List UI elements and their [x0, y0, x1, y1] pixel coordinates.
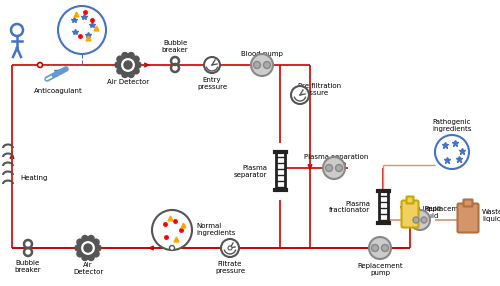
Circle shape: [410, 210, 430, 230]
Circle shape: [254, 61, 260, 69]
FancyBboxPatch shape: [378, 191, 388, 223]
Circle shape: [170, 245, 174, 251]
Circle shape: [93, 239, 99, 245]
FancyBboxPatch shape: [402, 200, 418, 227]
Text: Replacement
pump: Replacement pump: [357, 263, 403, 276]
Circle shape: [95, 245, 101, 251]
Text: Entry
pressure: Entry pressure: [197, 77, 227, 90]
Circle shape: [133, 68, 139, 74]
Circle shape: [413, 217, 419, 223]
Text: Air
Detector: Air Detector: [73, 262, 103, 275]
Circle shape: [221, 239, 239, 257]
Text: Replacement
fluid: Replacement fluid: [424, 206, 470, 219]
Circle shape: [82, 255, 88, 261]
Circle shape: [382, 245, 388, 251]
Text: Plasma
separator: Plasma separator: [234, 164, 267, 178]
Circle shape: [80, 240, 96, 256]
Circle shape: [135, 62, 141, 68]
Circle shape: [58, 6, 106, 54]
Text: Pre filtration
pressure: Pre filtration pressure: [298, 83, 341, 96]
Circle shape: [128, 72, 134, 78]
FancyBboxPatch shape: [464, 200, 472, 206]
Circle shape: [152, 210, 192, 250]
Circle shape: [38, 63, 43, 67]
Circle shape: [133, 56, 139, 62]
Text: Pathogenic
ingredients: Pathogenic ingredients: [432, 119, 472, 132]
Circle shape: [369, 237, 391, 259]
Circle shape: [75, 245, 81, 251]
Circle shape: [88, 255, 94, 261]
Circle shape: [264, 61, 270, 69]
Circle shape: [326, 164, 332, 172]
Text: Air Detector: Air Detector: [107, 79, 149, 85]
Text: Plasma
fractionator: Plasma fractionator: [329, 200, 370, 214]
Circle shape: [435, 135, 469, 169]
Circle shape: [115, 62, 121, 68]
Circle shape: [228, 246, 232, 250]
Text: Normal
ingredients: Normal ingredients: [196, 223, 235, 237]
Circle shape: [372, 245, 378, 251]
Circle shape: [84, 244, 92, 252]
FancyBboxPatch shape: [406, 196, 414, 204]
Text: Waste liquid
pump: Waste liquid pump: [400, 206, 440, 219]
Circle shape: [251, 54, 273, 76]
Text: Blood pump: Blood pump: [241, 51, 283, 57]
Circle shape: [204, 57, 220, 73]
Circle shape: [88, 235, 94, 241]
Circle shape: [82, 235, 88, 241]
Circle shape: [122, 72, 128, 78]
FancyBboxPatch shape: [458, 204, 478, 233]
Circle shape: [323, 157, 345, 179]
Circle shape: [291, 86, 309, 104]
Circle shape: [77, 251, 83, 257]
Circle shape: [77, 239, 83, 245]
Circle shape: [117, 56, 123, 62]
Text: Bubble
breaker: Bubble breaker: [162, 40, 188, 53]
Circle shape: [11, 24, 23, 36]
Circle shape: [124, 61, 132, 69]
Circle shape: [336, 164, 342, 172]
Circle shape: [120, 57, 136, 73]
Circle shape: [93, 251, 99, 257]
Text: Heating: Heating: [20, 175, 48, 181]
Circle shape: [421, 217, 427, 223]
Circle shape: [117, 68, 123, 74]
Text: Plasma separation
pump: Plasma separation pump: [304, 154, 368, 167]
Circle shape: [122, 53, 128, 59]
Circle shape: [128, 53, 134, 59]
FancyBboxPatch shape: [276, 152, 284, 190]
Text: Anticoagulant: Anticoagulant: [34, 88, 82, 94]
Text: Bubble
breaker: Bubble breaker: [14, 260, 42, 273]
Text: Waste
liquid: Waste liquid: [482, 210, 500, 223]
Text: Filtrate
pressure: Filtrate pressure: [215, 261, 245, 274]
